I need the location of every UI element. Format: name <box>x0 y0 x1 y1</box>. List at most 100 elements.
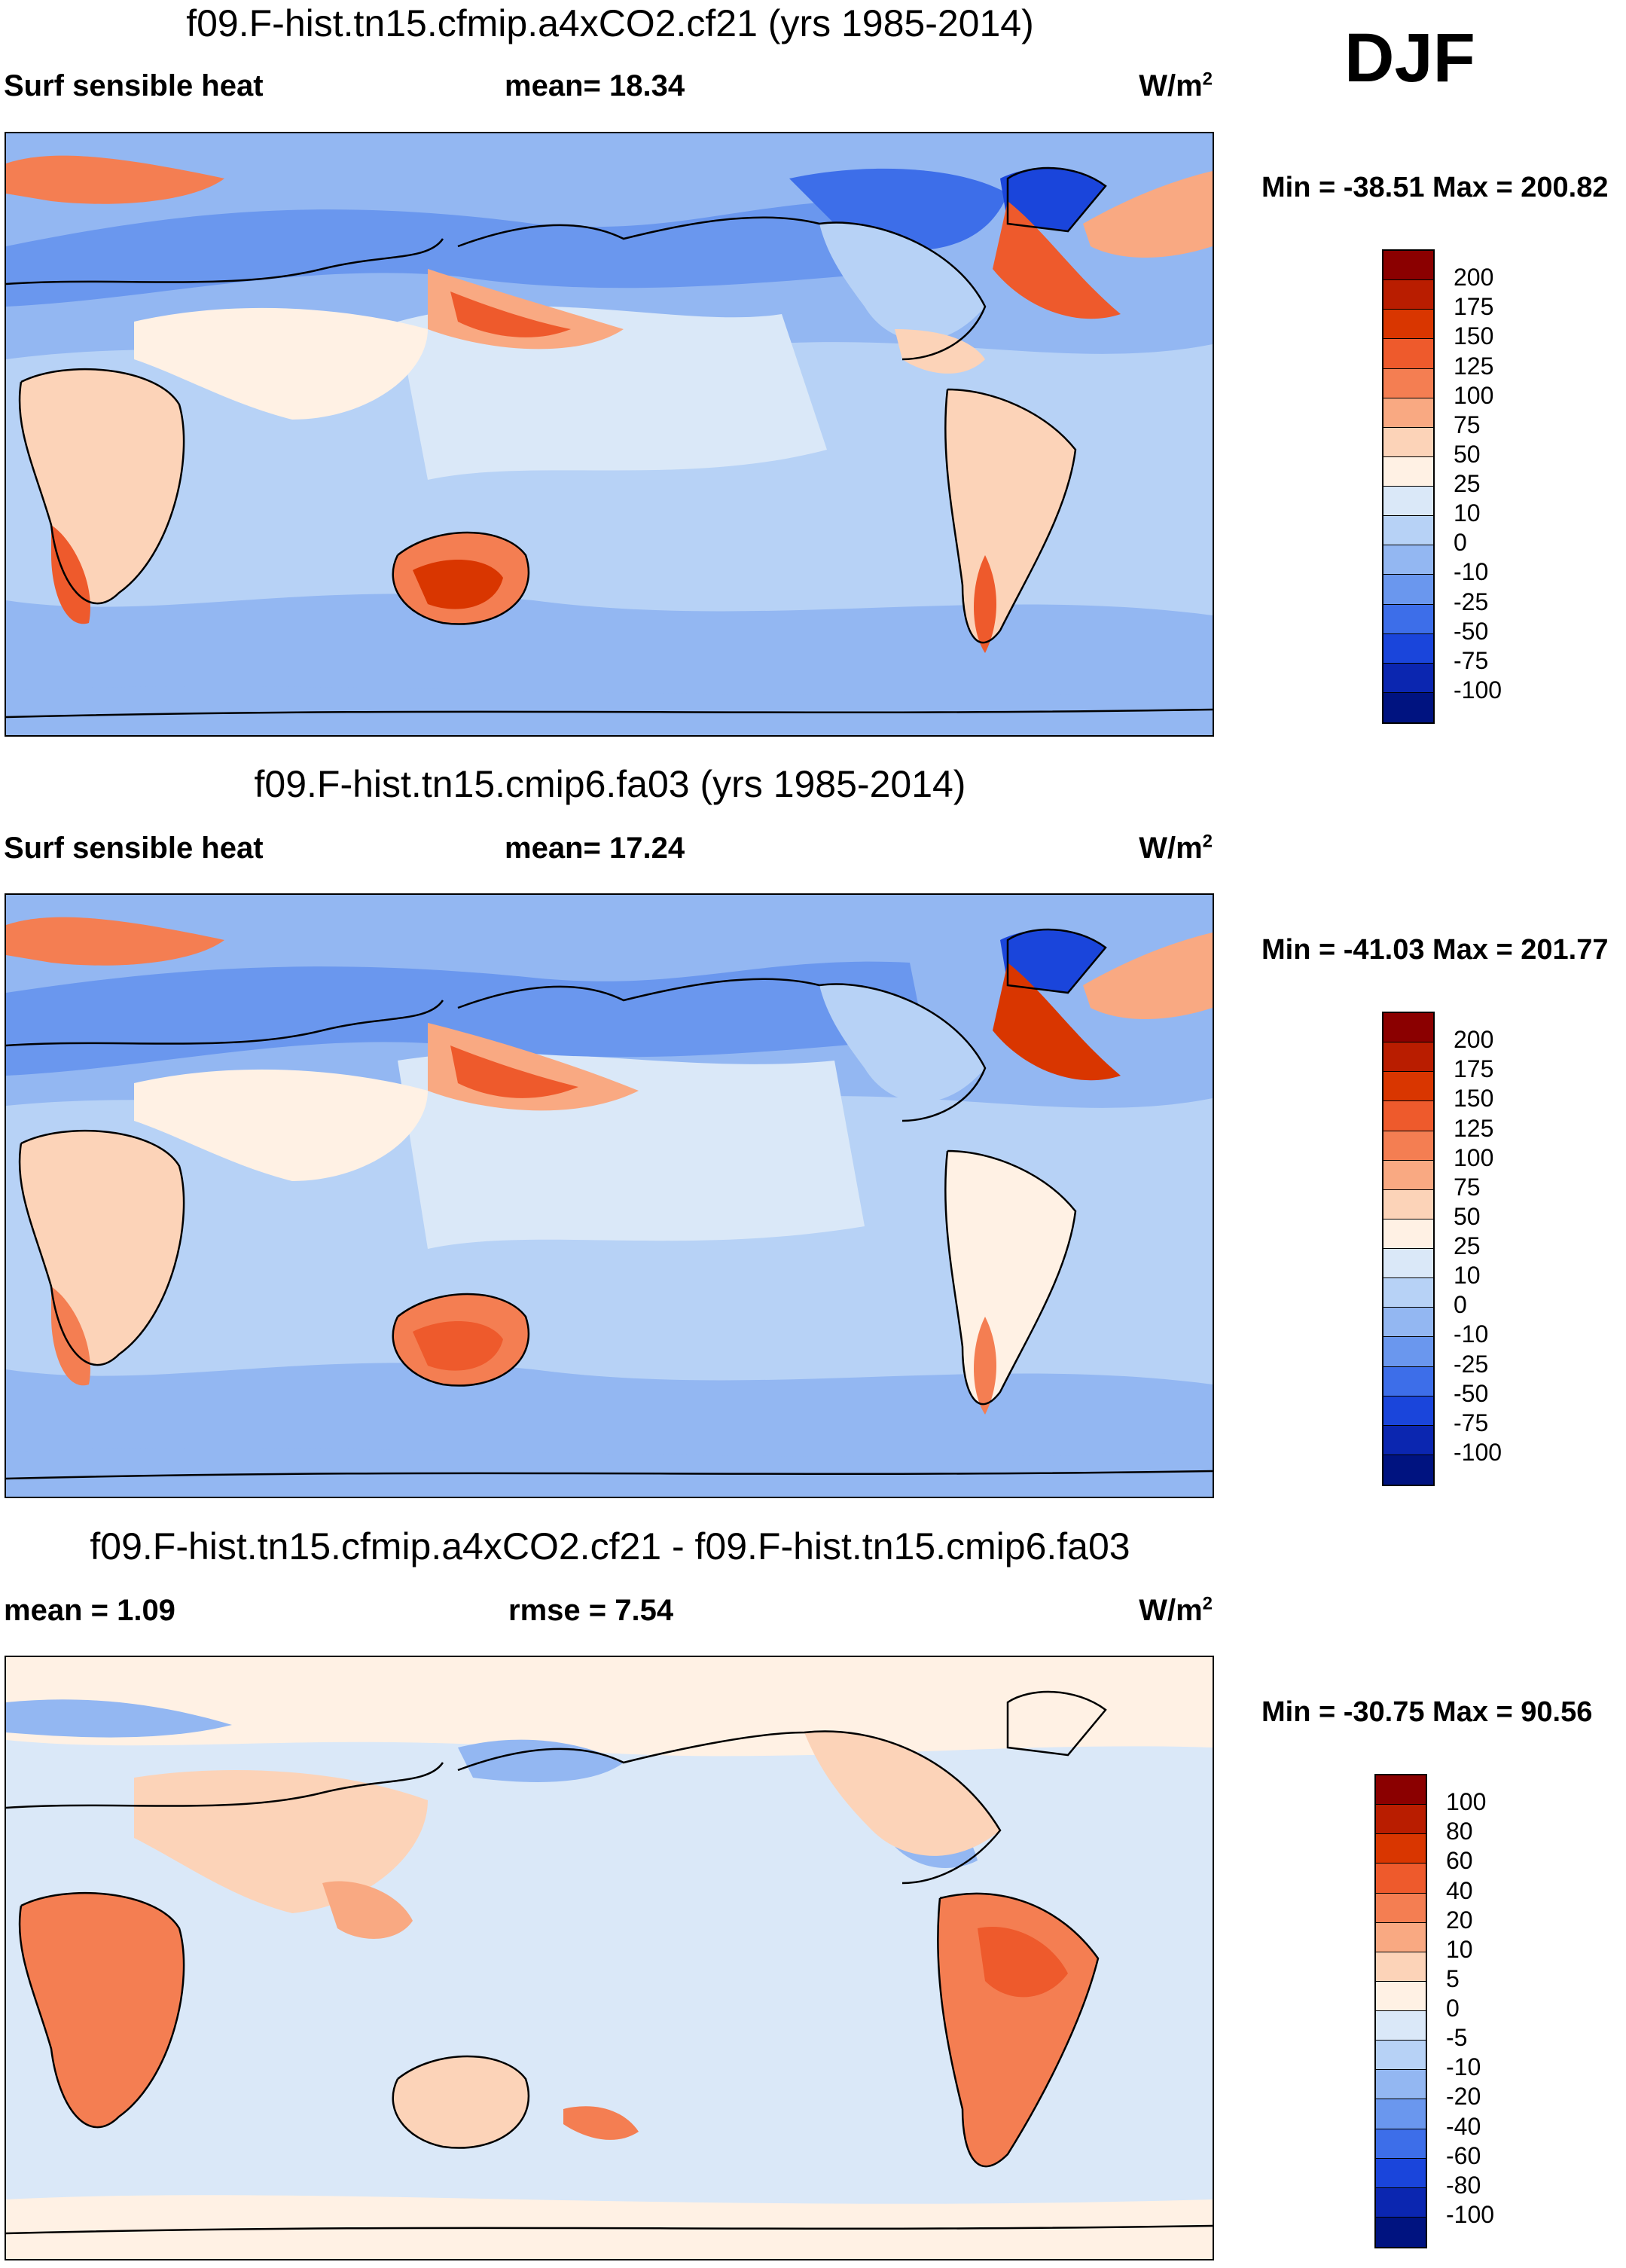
panel-1-map <box>5 132 1214 737</box>
panel-1-variable-label: Surf sensible heat <box>4 69 264 102</box>
panel-1-title: f09.F-hist.tn15.cfmip.a4xCO2.cf21 (yrs 1… <box>186 2 1034 44</box>
colorbar-tick-label: 0 <box>1454 1291 1467 1319</box>
colorbar-swatch <box>1376 1775 1426 1806</box>
colorbar-tick-label: -100 <box>1454 676 1502 704</box>
colorbar-tick-label: 5 <box>1446 1964 1460 1992</box>
colorbar-swatch <box>1383 1278 1433 1308</box>
colorbar-swatch <box>1376 2158 1426 2188</box>
season-label: DJF <box>1344 20 1475 96</box>
panel-1-mean-label: mean= 18.34 <box>505 69 685 102</box>
colorbar-swatch <box>1383 545 1433 575</box>
colorbar-swatch <box>1383 1042 1433 1073</box>
panel-2-colorbar-labels: 200 175 150 125 100 75 50 25 10 0 -10 -25 -50 -75 -100 <box>1454 1012 1567 1486</box>
panel-2-variable-label: Surf sensible heat <box>4 832 264 865</box>
panel-2-map <box>5 893 1214 1498</box>
colorbar-swatch <box>1383 1131 1433 1161</box>
colorbar-swatch <box>1383 1425 1433 1455</box>
colorbar-swatch <box>1383 1337 1433 1367</box>
colorbar-tick-label: 25 <box>1454 470 1481 497</box>
colorbar-tick-label: 200 <box>1454 1026 1494 1054</box>
colorbar-swatch <box>1383 339 1433 369</box>
panel-3-colorbar-labels: 100 80 60 40 20 10 5 0 -5 -10 -20 -40 -60 -80 -100 <box>1446 1774 1559 2248</box>
colorbar-swatch <box>1376 2011 1426 2041</box>
colorbar-swatch <box>1376 2129 1426 2159</box>
colorbar-tick-label: 50 <box>1454 1202 1481 1230</box>
colorbar-tick-label: 10 <box>1446 1935 1473 1963</box>
panel-1-colorbar-labels: 200 175 150 125 100 75 50 25 10 0 -10 -25 -50 -75 -100 <box>1454 249 1567 724</box>
colorbar-swatch <box>1383 1160 1433 1190</box>
colorbar-tick-label: -50 <box>1454 617 1489 645</box>
panel-2-map-svg <box>6 895 1213 1497</box>
colorbar-swatch <box>1383 398 1433 428</box>
colorbar-tick-label: 150 <box>1454 1085 1494 1113</box>
colorbar-swatch <box>1376 1864 1426 1894</box>
panel-2-colorbar <box>1382 1012 1435 1486</box>
colorbar-swatch <box>1383 280 1433 310</box>
colorbar-tick-label: -25 <box>1454 1350 1489 1378</box>
colorbar-swatch <box>1383 604 1433 634</box>
colorbar-tick-label: -5 <box>1446 2024 1468 2052</box>
colorbar-swatch <box>1383 663 1433 693</box>
panel-3-mean-label: mean = 1.09 <box>4 1594 175 1627</box>
colorbar-swatch <box>1383 1219 1433 1249</box>
colorbar-tick-label: 0 <box>1446 1995 1460 2022</box>
colorbar-tick-label: -10 <box>1446 2053 1481 2081</box>
panel-3-map <box>5 1656 1214 2260</box>
colorbar-tick-label: 10 <box>1454 1262 1481 1290</box>
colorbar-tick-label: 200 <box>1454 264 1494 292</box>
colorbar-swatch <box>1383 1101 1433 1131</box>
colorbar-tick-label: -25 <box>1454 588 1489 615</box>
colorbar-swatch <box>1376 2099 1426 2129</box>
colorbar-tick-label: -10 <box>1454 558 1489 586</box>
colorbar-swatch <box>1376 1805 1426 1835</box>
colorbar-tick-label: -100 <box>1446 2200 1495 2228</box>
colorbar-swatch <box>1376 2187 1426 2218</box>
colorbar-swatch <box>1376 2217 1426 2247</box>
colorbar-tick-label: -75 <box>1454 646 1489 674</box>
colorbar-tick-label: 75 <box>1454 1173 1481 1201</box>
colorbar-tick-label: 75 <box>1454 411 1481 438</box>
panel-3-map-svg <box>6 1657 1213 2259</box>
colorbar-swatch <box>1376 1834 1426 1864</box>
colorbar-swatch <box>1383 1308 1433 1338</box>
colorbar-swatch <box>1376 1893 1426 1923</box>
colorbar-tick-label: -60 <box>1446 2141 1481 2169</box>
colorbar-tick-label: 175 <box>1454 1055 1494 1083</box>
colorbar-tick-label: 10 <box>1454 499 1481 527</box>
colorbar-tick-label: -100 <box>1454 1438 1502 1466</box>
colorbar-tick-label: 175 <box>1454 293 1494 321</box>
panel-1-colorbar <box>1382 249 1435 724</box>
panel-2-minmax: Min = -41.03 Max = 201.77 <box>1261 934 1609 966</box>
colorbar-swatch <box>1383 427 1433 457</box>
colorbar-swatch <box>1383 1455 1433 1485</box>
colorbar-swatch <box>1383 1249 1433 1279</box>
colorbar-swatch <box>1383 487 1433 517</box>
colorbar-swatch <box>1383 575 1433 605</box>
panel-2-mean-label: mean= 17.24 <box>505 832 685 865</box>
colorbar-swatch <box>1376 1981 1426 2011</box>
colorbar-swatch <box>1376 1952 1426 1982</box>
panel-3-units: W/m2 <box>1139 1593 1213 1627</box>
colorbar-tick-label: 60 <box>1446 1847 1473 1875</box>
colorbar-swatch <box>1376 2070 1426 2100</box>
colorbar-swatch <box>1383 692 1433 722</box>
colorbar-tick-label: -80 <box>1446 2171 1481 2199</box>
colorbar-swatch <box>1383 1396 1433 1426</box>
panel-2-units: W/m2 <box>1139 831 1213 865</box>
colorbar-tick-label: 125 <box>1454 1114 1494 1142</box>
colorbar-tick-label: 100 <box>1454 381 1494 409</box>
colorbar-tick-label: 20 <box>1446 1906 1473 1934</box>
colorbar-tick-label: 100 <box>1454 1143 1494 1171</box>
panel-3-colorbar <box>1374 1774 1427 2248</box>
panel-1-map-svg <box>6 133 1213 735</box>
colorbar-tick-label: 100 <box>1446 1788 1487 1816</box>
panel-3-title: f09.F-hist.tn15.cfmip.a4xCO2.cf21 - f09.… <box>90 1525 1130 1567</box>
colorbar-swatch <box>1383 310 1433 340</box>
panel-1-minmax: Min = -38.51 Max = 200.82 <box>1261 172 1609 203</box>
colorbar-tick-label: 0 <box>1454 529 1467 557</box>
colorbar-swatch <box>1376 2041 1426 2071</box>
colorbar-tick-label: 80 <box>1446 1818 1473 1845</box>
colorbar-swatch <box>1383 251 1433 281</box>
colorbar-tick-label: 150 <box>1454 322 1494 350</box>
colorbar-swatch <box>1383 456 1433 487</box>
